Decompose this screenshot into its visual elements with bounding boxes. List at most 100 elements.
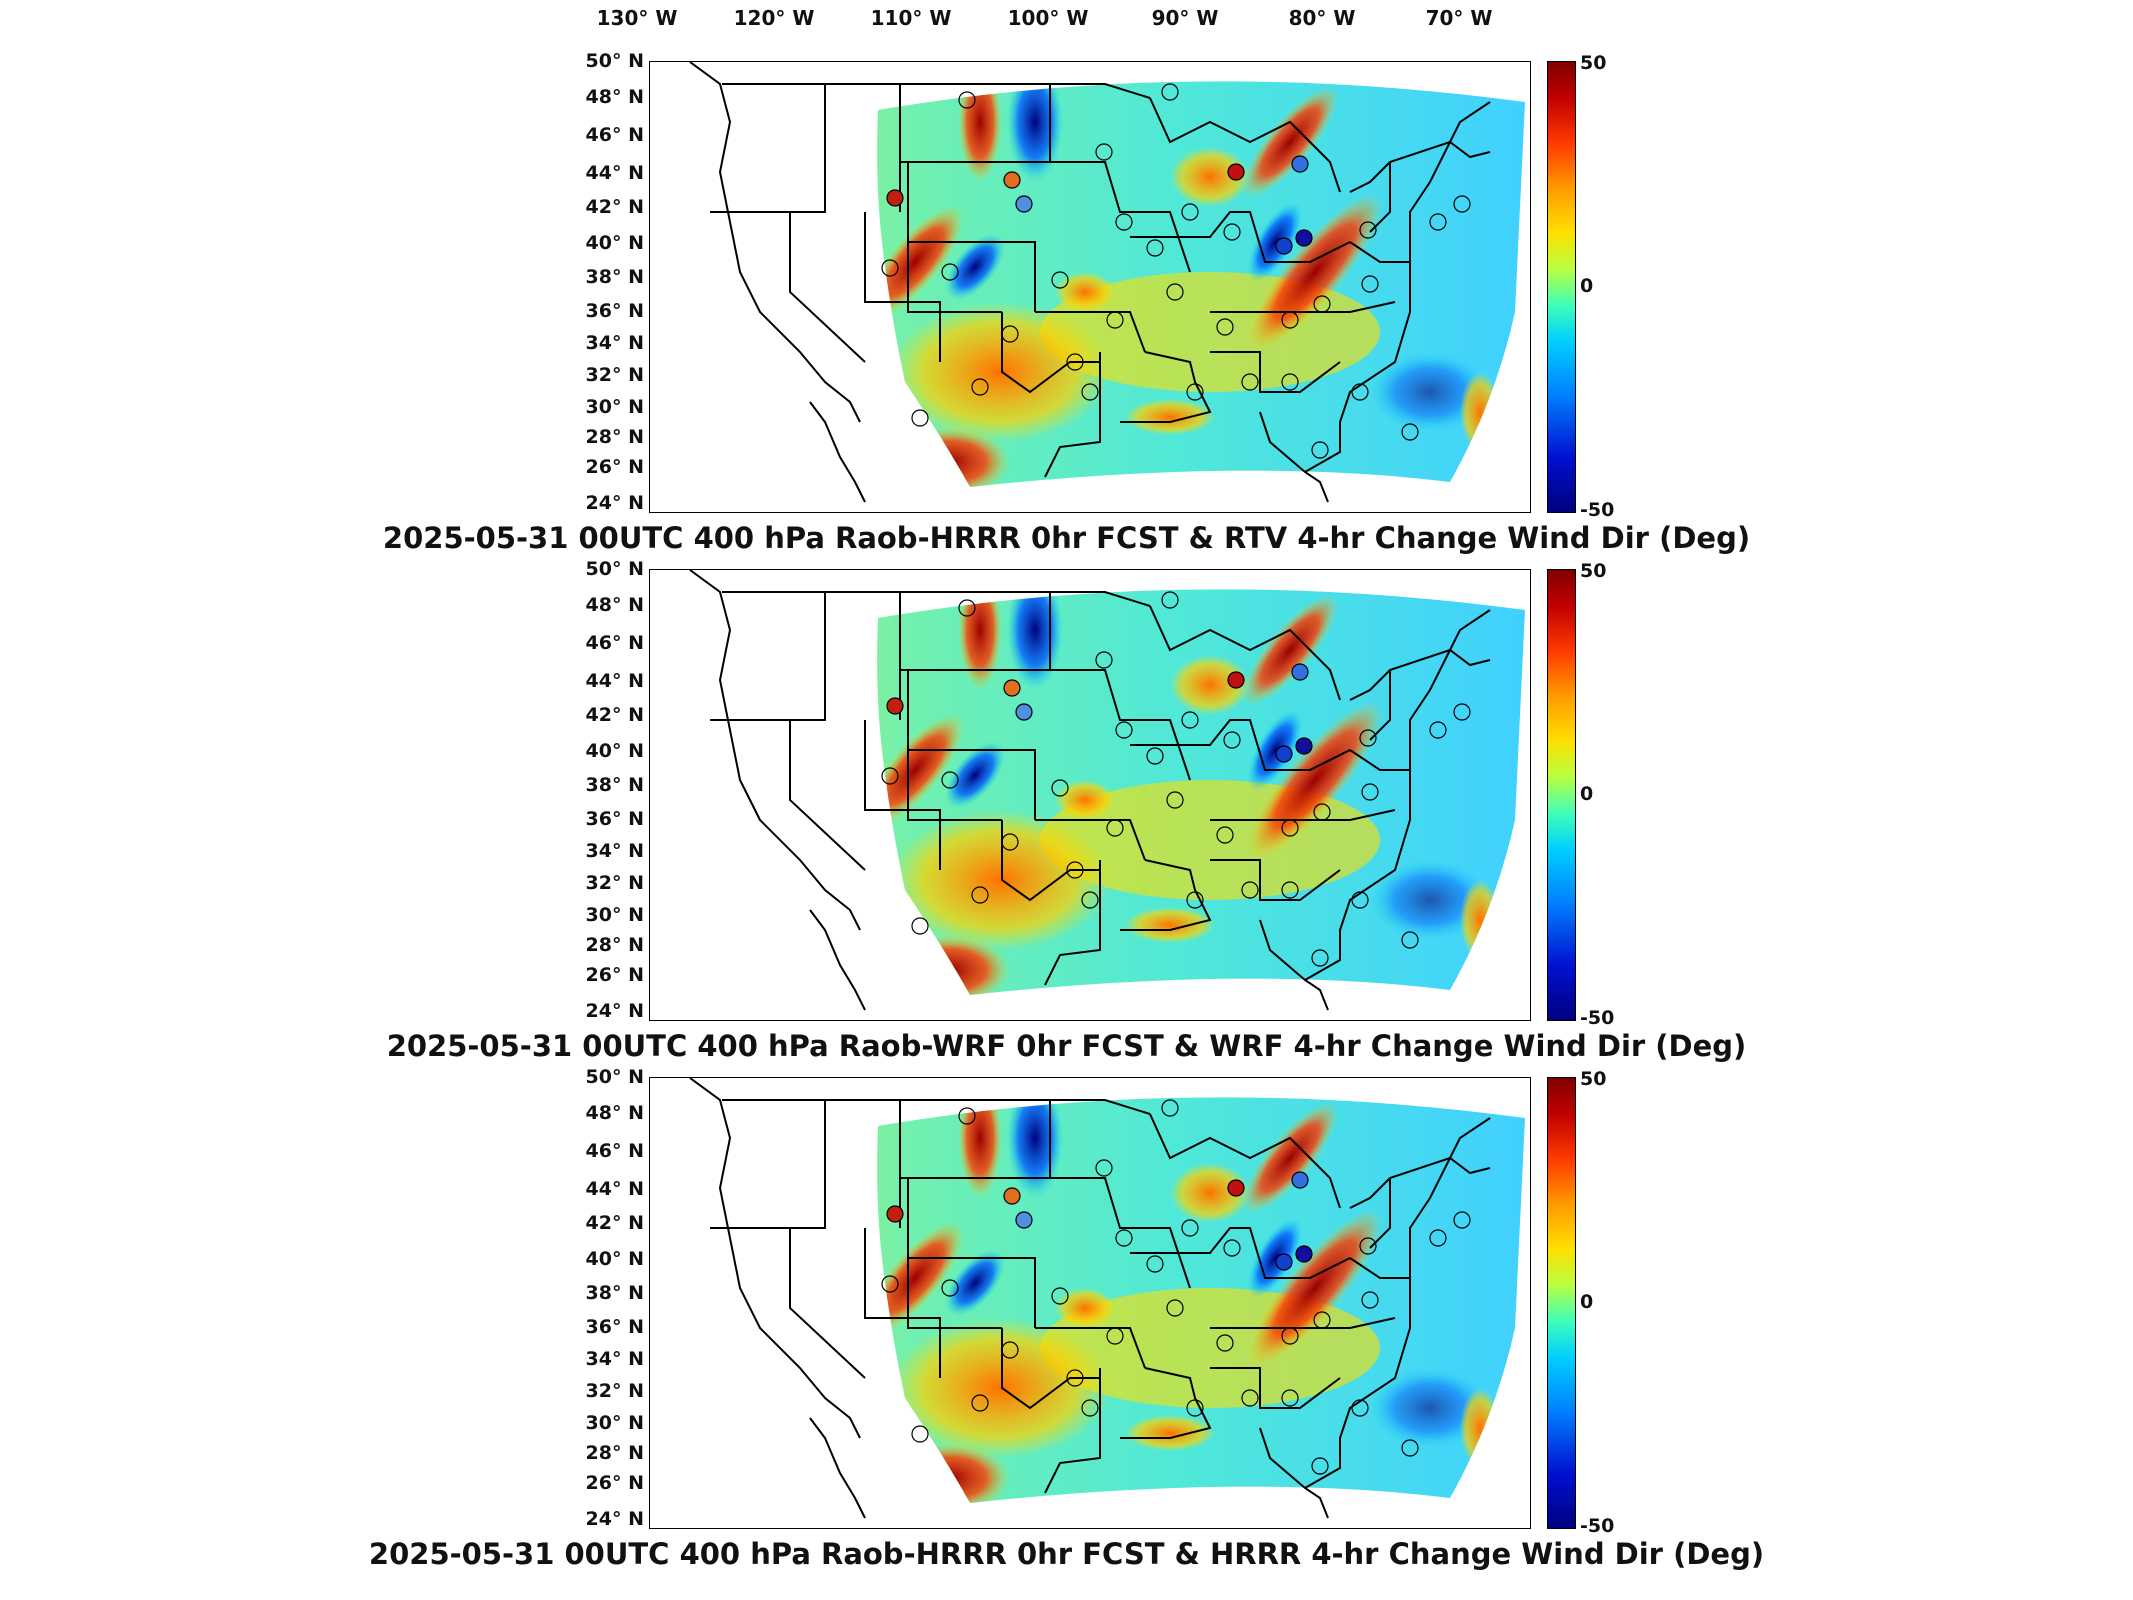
latitude-axis: 50° N 48° N 46° N 44° N 42° N 40° N 38° N 36° N… xyxy=(560,558,644,1023)
raob-station-marker xyxy=(1146,1255,1164,1273)
model-domain-field xyxy=(877,1097,1526,1504)
raob-station-marker xyxy=(1181,1219,1199,1237)
raob-station-marker xyxy=(1311,1457,1329,1475)
raob-station-marker xyxy=(1081,891,1099,909)
raob-station-marker xyxy=(1351,891,1369,909)
raob-station-marker xyxy=(1106,311,1124,329)
raob-station-marker xyxy=(886,189,904,207)
raob-station-marker xyxy=(1429,721,1447,739)
raob-station-marker xyxy=(1015,703,1033,721)
raob-station-marker xyxy=(941,263,959,281)
raob-station-marker xyxy=(1361,275,1379,293)
raob-station-marker xyxy=(1295,1245,1313,1263)
lat-label: 48° N xyxy=(585,1102,644,1124)
lat-label: 40° N xyxy=(585,740,644,762)
wind-direction-map xyxy=(689,1078,1526,1519)
colorbar xyxy=(1547,61,1576,513)
raob-station-marker xyxy=(1003,171,1021,189)
lat-label: 38° N xyxy=(585,1282,644,1304)
raob-station-marker xyxy=(1241,1389,1259,1407)
raob-station-marker xyxy=(1001,833,1019,851)
lat-label: 32° N xyxy=(585,1380,644,1402)
raob-station-marker xyxy=(1223,1239,1241,1257)
latitude-axis: 50° N 48° N 46° N 44° N 42° N 40° N 38° N 36° N… xyxy=(560,1066,644,1531)
raob-station-marker xyxy=(1106,819,1124,837)
lat-label: 46° N xyxy=(585,632,644,654)
lat-label: 24° N xyxy=(585,492,644,514)
colorbar-mid-label: 0 xyxy=(1580,783,1594,805)
lat-label: 36° N xyxy=(585,808,644,830)
raob-station-marker xyxy=(1066,1369,1084,1387)
lat-label: 42° N xyxy=(585,704,644,726)
raob-station-marker xyxy=(1401,1439,1419,1457)
longitude-axis: 130° W 120° W 110° W 100° W 90° W 80° W … xyxy=(0,0,2133,40)
raob-stations xyxy=(881,83,1471,459)
lat-label: 24° N xyxy=(585,1508,644,1530)
lon-label: 90° W xyxy=(1151,6,1219,30)
map-canvas xyxy=(649,61,1531,513)
raob-station-marker xyxy=(1313,295,1331,313)
lat-label: 24° N xyxy=(585,1000,644,1022)
lat-label: 26° N xyxy=(585,1472,644,1494)
lat-label: 28° N xyxy=(585,426,644,448)
colorbar-max-label: 50 xyxy=(1580,52,1607,74)
lat-label: 48° N xyxy=(585,594,644,616)
raob-station-marker xyxy=(1223,731,1241,749)
raob-station-marker xyxy=(1003,679,1021,697)
raob-station-marker xyxy=(1361,783,1379,801)
latitude-axis: 50° N 48° N 46° N 44° N 42° N 40° N 38° N 36° N… xyxy=(560,50,644,515)
map-panel-wrf: 50° N 48° N 46° N 44° N 42° N 40° N 38° N 36° N… xyxy=(0,558,2133,1073)
lon-label: 70° W xyxy=(1425,6,1493,30)
raob-station-marker xyxy=(941,1279,959,1297)
lon-label: 120° W xyxy=(733,6,815,30)
raob-station-marker xyxy=(1313,1311,1331,1329)
raob-station-marker xyxy=(1066,353,1084,371)
raob-station-marker xyxy=(1081,383,1099,401)
raob-station-marker xyxy=(1186,383,1204,401)
raob-station-marker xyxy=(1216,1334,1234,1352)
raob-station-marker xyxy=(1359,221,1377,239)
raob-station-marker xyxy=(1115,721,1133,739)
raob-station-marker xyxy=(1166,283,1184,301)
lat-label: 34° N xyxy=(585,1348,644,1370)
lat-label: 26° N xyxy=(585,964,644,986)
raob-station-marker xyxy=(1359,1237,1377,1255)
raob-station-marker xyxy=(1227,163,1245,181)
state-borders xyxy=(689,62,1491,503)
lat-label: 36° N xyxy=(585,1316,644,1338)
raob-station-marker xyxy=(971,378,989,396)
raob-station-marker xyxy=(958,599,976,617)
colorbar xyxy=(1547,569,1576,1021)
raob-station-marker xyxy=(1429,1229,1447,1247)
colorbar-min-label: -50 xyxy=(1580,1007,1615,1029)
raob-station-marker xyxy=(1281,819,1299,837)
raob-station-marker xyxy=(1001,325,1019,343)
lat-label: 32° N xyxy=(585,364,644,386)
raob-station-marker xyxy=(1311,441,1329,459)
raob-station-marker xyxy=(941,771,959,789)
raob-station-marker xyxy=(1241,881,1259,899)
raob-station-marker xyxy=(958,91,976,109)
raob-station-marker xyxy=(1291,1171,1309,1189)
colorbar-max-label: 50 xyxy=(1580,560,1607,582)
colorbar-max-label: 50 xyxy=(1580,1068,1607,1090)
state-borders xyxy=(689,570,1491,1011)
raob-station-marker xyxy=(1281,311,1299,329)
lat-label: 44° N xyxy=(585,670,644,692)
colorbar-mid-label: 0 xyxy=(1580,1291,1594,1313)
lat-label: 50° N xyxy=(585,1066,644,1088)
raob-station-marker xyxy=(1003,1187,1021,1205)
raob-station-marker xyxy=(1081,1399,1099,1417)
raob-station-marker xyxy=(1351,383,1369,401)
raob-station-marker xyxy=(1241,373,1259,391)
lat-label: 50° N xyxy=(585,558,644,580)
raob-station-marker xyxy=(1281,373,1299,391)
lat-label: 30° N xyxy=(585,1412,644,1434)
colorbar-min-label: -50 xyxy=(1580,1515,1615,1537)
raob-station-marker xyxy=(911,1425,929,1443)
raob-station-marker xyxy=(1429,213,1447,231)
raob-station-marker xyxy=(1015,195,1033,213)
lat-label: 42° N xyxy=(585,1212,644,1234)
raob-station-marker xyxy=(1216,826,1234,844)
colorbar-min-label: -50 xyxy=(1580,499,1615,521)
